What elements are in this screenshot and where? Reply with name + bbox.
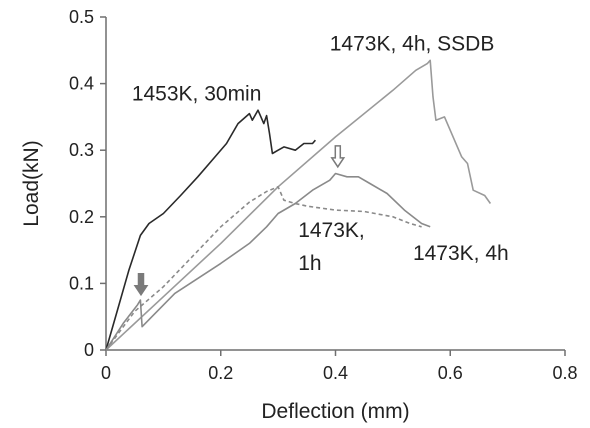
x-tick-label: 0.8 [552,363,577,383]
series-line [105,59,492,351]
x-tick-label: 0 [101,363,111,383]
axes-group [105,17,565,351]
series-labels-group: 1453K, 30min 1473K, 4h, SSDB 1473K, 1h 1473K… [132,32,509,275]
series-line [105,172,431,351]
ticks-group: 0 0.1 0.2 0.3 0.4 0.5 0 0.2 0.4 0.6 0.8 [69,7,578,383]
series-line [105,109,317,351]
x-tick-label: 0.6 [438,363,463,383]
arrow-down-filled-icon [133,272,149,297]
arrow-down-hollow-icon [330,145,346,169]
y-tick-label: 0.4 [69,74,94,94]
series-label: 1473K, 4h [413,242,509,265]
y-tick-label: 0 [84,340,94,360]
x-axis-title: Deflection (mm) [261,400,409,423]
y-tick-label: 0.5 [69,7,94,27]
y-tick-label: 0.1 [69,273,94,293]
series-label: 1473K, 4h, SSDB [330,32,495,55]
y-tick-label: 0.2 [69,207,94,227]
x-tick-label: 0.2 [208,363,233,383]
series-group [105,59,492,351]
y-tick-label: 0.3 [69,140,94,160]
series-label: 1453K, 30min [132,82,262,105]
x-tick-label: 0.4 [323,363,348,383]
series-label: 1h [298,252,321,275]
markers-group [133,145,346,297]
series-label: 1473K, [298,219,365,242]
series-line [105,186,422,351]
y-axis-title: Load(kN) [20,140,43,226]
